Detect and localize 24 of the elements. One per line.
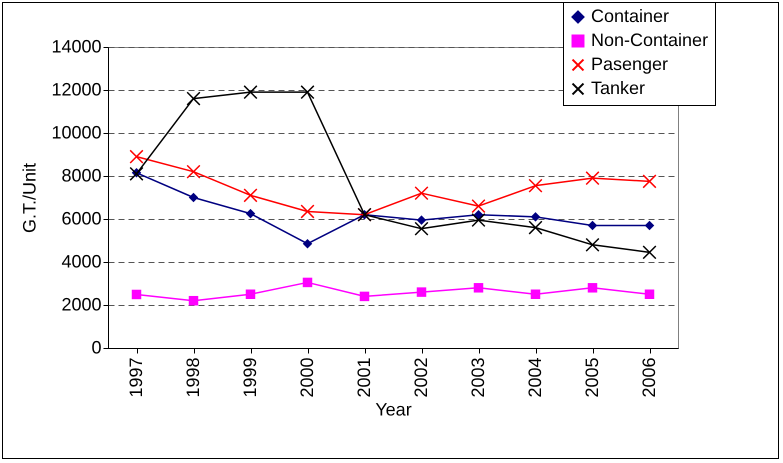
y-tick-label: 8000 — [61, 166, 102, 186]
x-tick-label: 2005 — [582, 358, 602, 398]
y-tick-label: 12000 — [51, 80, 102, 100]
legend-label: Container — [591, 6, 670, 26]
y-tick-label: 2000 — [61, 294, 102, 314]
y-tick-label: 6000 — [61, 208, 102, 228]
x-tick-label: 2000 — [297, 358, 317, 398]
legend-label: Pasenger — [591, 54, 668, 74]
x-tick-label: 2001 — [354, 358, 374, 398]
x-tick-label: 2002 — [411, 358, 431, 398]
legend-label: Non-Container — [591, 30, 708, 50]
legend-label: Tanker — [591, 78, 646, 98]
x-axis-title: Year — [375, 400, 412, 420]
x-tick-label: 1998 — [183, 358, 203, 398]
x-tick-label: 1999 — [240, 358, 260, 398]
x-tick-label: 2003 — [468, 358, 488, 398]
y-tick-label: 0 — [91, 338, 102, 358]
x-tick-label: 2006 — [639, 358, 659, 398]
x-tick-label: 1997 — [126, 358, 146, 398]
y-tick-label: 10000 — [51, 122, 102, 142]
y-tick-label: 4000 — [61, 252, 102, 272]
x-tick-label: 2004 — [525, 358, 545, 398]
y-tick-label: 14000 — [51, 36, 102, 56]
y-axis-title: G.T./Unit — [19, 162, 40, 234]
